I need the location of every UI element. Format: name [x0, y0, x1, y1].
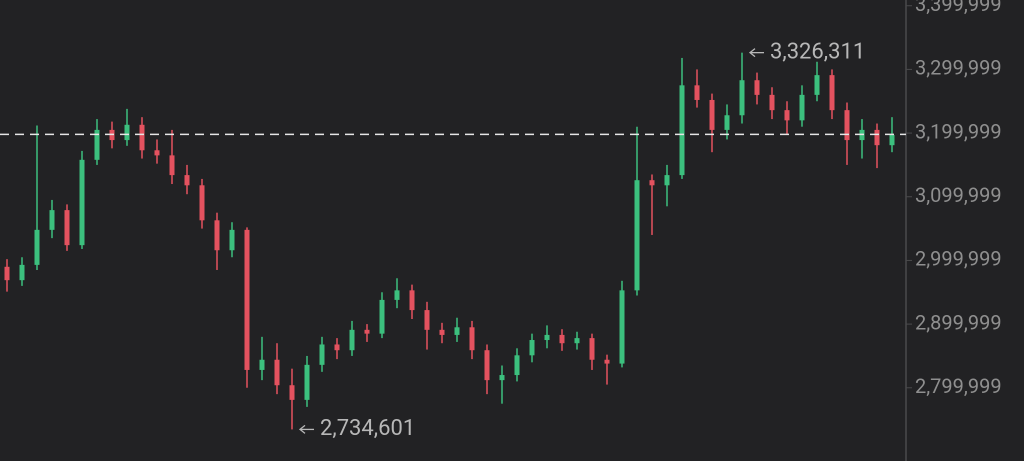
candle-body	[469, 327, 475, 351]
candle-body	[154, 150, 160, 156]
candle-body	[544, 334, 550, 341]
candle-body	[199, 185, 205, 221]
annotation-label: 3,326,311	[770, 39, 865, 64]
annotation-arrowhead	[748, 48, 756, 58]
candle-body	[514, 355, 520, 376]
candle-body	[499, 375, 505, 381]
y-tick-label: 3,299,999	[915, 56, 1002, 80]
candle-body	[724, 115, 730, 130]
candle-body	[619, 290, 625, 364]
candle-body	[649, 180, 655, 186]
candle-body	[304, 364, 310, 400]
candle-body	[694, 85, 700, 100]
candle-body	[34, 229, 40, 265]
y-tick-label: 3,199,999	[915, 119, 1002, 143]
candle-body	[589, 338, 595, 360]
candle-body	[874, 129, 880, 146]
candle-body	[229, 229, 235, 251]
candle-body	[379, 299, 385, 334]
candle-body	[79, 159, 85, 246]
candle-body	[709, 99, 715, 130]
candle-body	[139, 124, 145, 151]
candle-body	[169, 155, 175, 176]
y-tick-label: 2,799,999	[915, 374, 1002, 398]
candle-body	[349, 329, 355, 351]
candle-body	[409, 290, 415, 311]
candle-body	[364, 329, 370, 334]
y-tick-label: 2,999,999	[915, 247, 1002, 271]
candle-body	[814, 75, 820, 95]
candle-body	[124, 124, 130, 141]
candle-body	[394, 290, 400, 300]
candle-body	[529, 340, 535, 356]
candle-body	[214, 220, 220, 251]
candle-body	[829, 75, 835, 111]
candle-body	[769, 94, 775, 111]
candle-body	[244, 229, 250, 370]
candle-body	[4, 266, 10, 281]
candle-body	[64, 210, 70, 246]
candle-body	[889, 134, 895, 146]
candle-body	[574, 338, 580, 344]
y-tick-label: 3,099,999	[915, 183, 1002, 207]
candle-body	[439, 329, 445, 335]
candle-body	[784, 110, 790, 121]
candle-body	[319, 344, 325, 365]
candle-body	[634, 180, 640, 291]
candle-body	[679, 85, 685, 176]
y-tick-label: 3,399,999	[915, 0, 1002, 16]
annotation-arrowhead	[298, 424, 306, 434]
candle-body	[739, 80, 745, 116]
annotation-label: 2,734,601	[320, 416, 415, 441]
candle-body	[334, 344, 340, 351]
candle-body	[604, 359, 610, 364]
candle-body	[184, 175, 190, 186]
candle-body	[259, 359, 265, 370]
candle-body	[484, 350, 490, 381]
candle-body	[559, 334, 565, 344]
candle-body	[844, 110, 850, 141]
candle-body	[274, 359, 280, 386]
candle-body	[289, 385, 295, 400]
candle-body	[754, 80, 760, 95]
candle-body	[454, 327, 460, 335]
candle-body	[664, 175, 670, 186]
candle-body	[49, 210, 55, 230]
candle-body	[424, 310, 430, 330]
candle-body	[19, 264, 25, 281]
candle-body	[94, 129, 100, 160]
candle-body	[799, 94, 805, 121]
y-tick-label: 2,899,999	[915, 310, 1002, 334]
